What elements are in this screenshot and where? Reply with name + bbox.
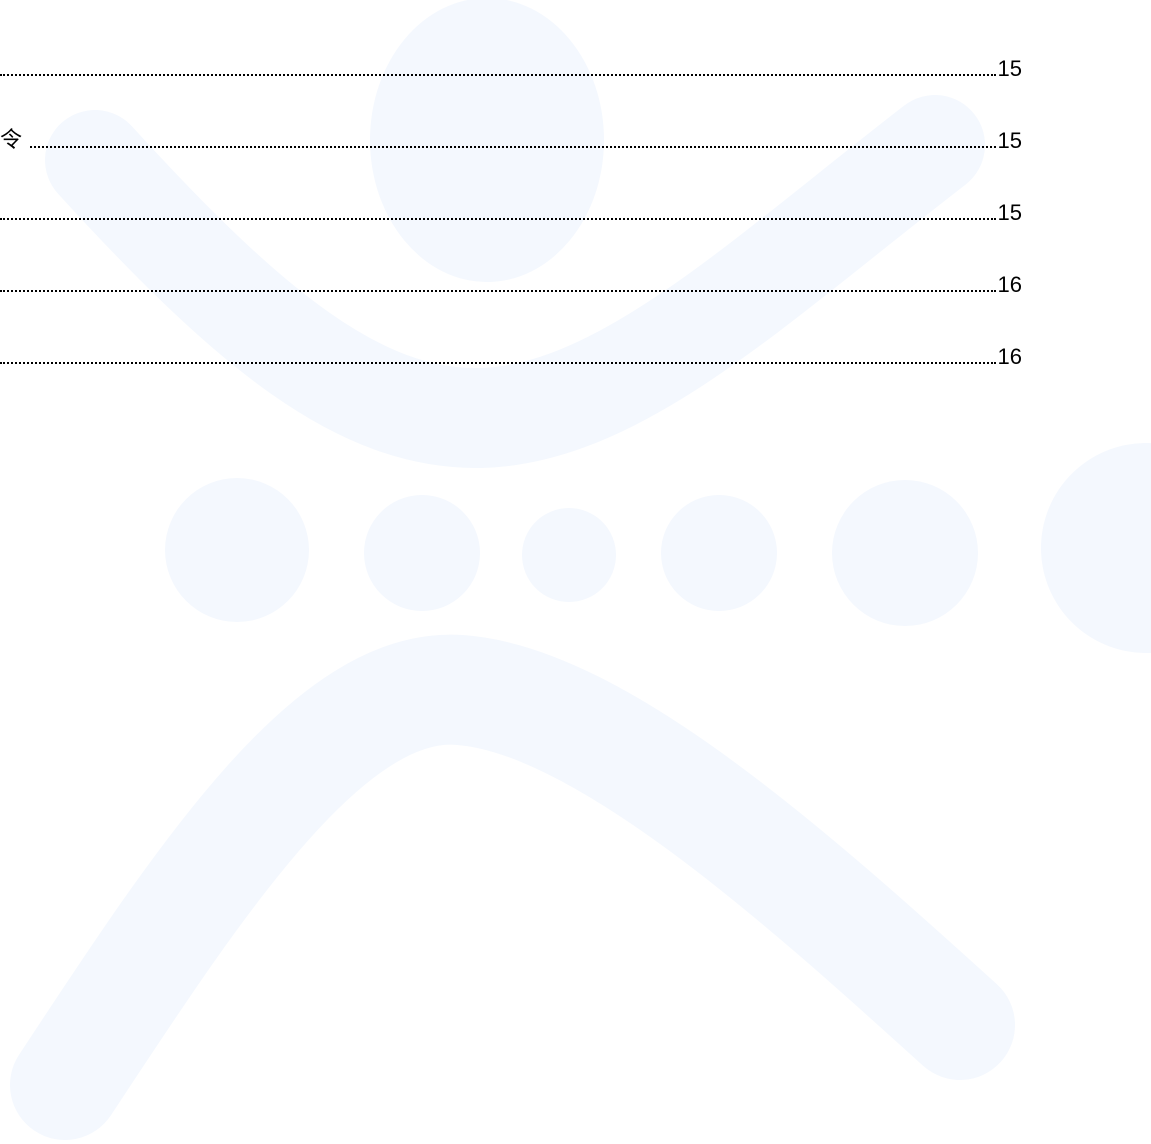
page-number: 15 xyxy=(997,200,1022,225)
toc-entry: 16 xyxy=(0,268,1022,298)
dot-leader xyxy=(0,74,996,76)
entry-title: 令 xyxy=(0,128,23,153)
toc-entry: 15 xyxy=(0,196,1022,226)
page-number: 15 xyxy=(997,56,1022,81)
dot-leader xyxy=(0,290,996,292)
page-number: 16 xyxy=(997,272,1022,297)
page-number: 15 xyxy=(997,128,1022,153)
toc-entry: 15 xyxy=(0,52,1022,82)
page-number: 16 xyxy=(997,344,1022,369)
dot-leader xyxy=(30,146,996,148)
toc-entry: 令 15 xyxy=(0,124,1022,154)
dot-leader xyxy=(0,218,996,220)
dot-leader xyxy=(0,362,996,364)
toc-entry: 16 xyxy=(0,340,1022,370)
